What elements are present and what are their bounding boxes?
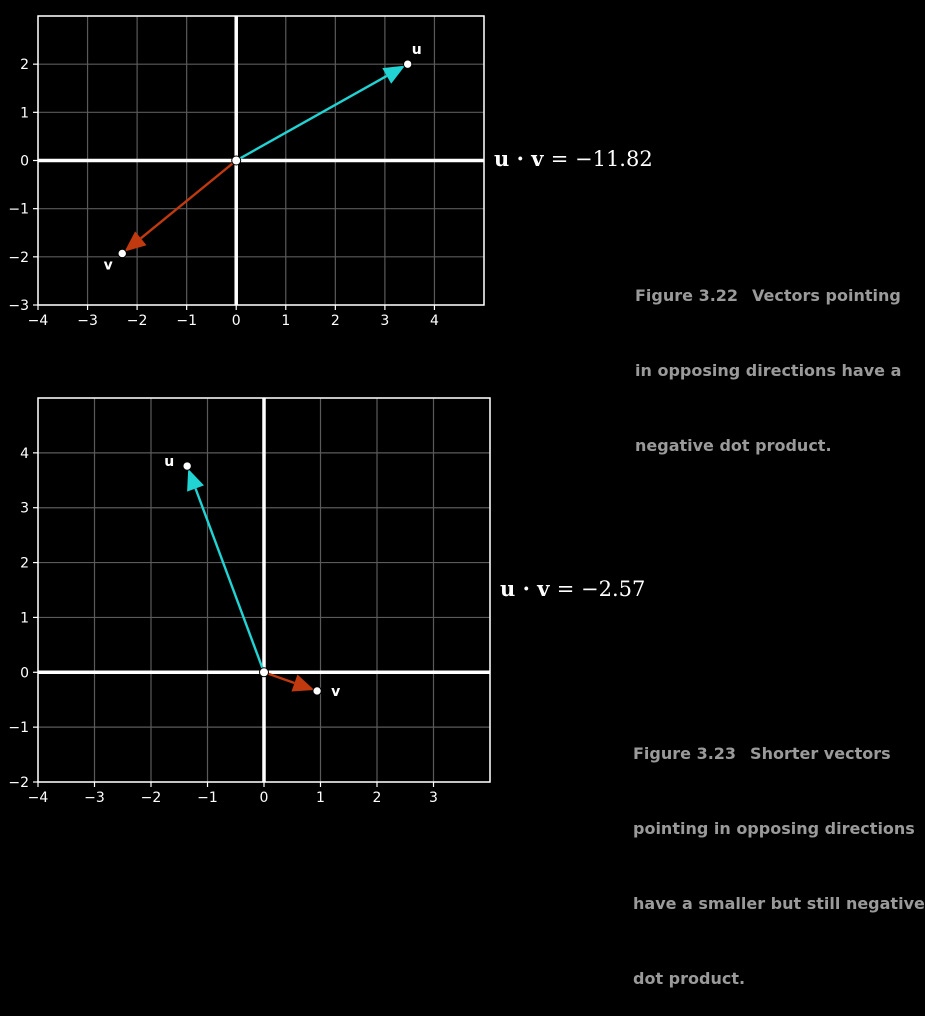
origin-point (259, 667, 269, 678)
x-tick-label: 2 (331, 313, 340, 329)
y-tick-label: −2 (8, 775, 29, 791)
caption-number: Figure 3.23 (633, 744, 737, 763)
y-tick-label: 1 (20, 105, 29, 121)
x-tick-label: 1 (281, 313, 290, 329)
y-tick-label: 0 (20, 154, 29, 170)
vector-v: v (104, 159, 237, 273)
equation-value: = −11.82 (551, 147, 653, 171)
vector-v-tip-point (117, 248, 127, 259)
equation-value: = −2.57 (557, 577, 646, 601)
x-tick-label: 2 (373, 790, 382, 806)
vector-u-shaft (235, 74, 388, 162)
caption-line: dot product. (633, 969, 746, 988)
vector-v-arrowhead (124, 231, 147, 252)
vector-u-shaft (194, 488, 266, 673)
y-tick-label: 2 (20, 556, 29, 572)
vector-u-arrowhead (382, 65, 406, 84)
caption-line: in opposing directions have a (635, 361, 902, 380)
vector-u: u (235, 42, 422, 162)
figure-3-22-caption: Figure 3.22 Vectors pointing in opposing … (635, 233, 901, 483)
y-tick-label: 3 (20, 501, 29, 517)
y-tick-label: −3 (8, 298, 29, 314)
origin-point (231, 155, 242, 166)
vector-v-arrowhead (291, 674, 315, 692)
x-tick-label: −2 (141, 790, 162, 806)
y-tick-label: 1 (20, 610, 29, 626)
caption-line: Shorter vectors (750, 744, 891, 763)
vector-v-tip-point (312, 686, 322, 696)
x-tick-label: −4 (28, 790, 49, 806)
x-tick-label: −3 (84, 790, 105, 806)
x-tick-label: 3 (429, 790, 438, 806)
vector-v-label: v (331, 684, 340, 700)
y-tick-label: −2 (8, 250, 29, 266)
equation-lhs: u · v (494, 146, 551, 171)
vector-u-label: u (164, 454, 174, 470)
dot-product-equation: u · v = −11.82 (494, 146, 653, 171)
x-tick-label: 4 (430, 313, 439, 329)
y-tick-label: −1 (8, 202, 29, 218)
dot-product-equation: u · v = −2.57 (500, 576, 645, 601)
x-tick-label: −3 (77, 313, 98, 329)
x-tick-label: 0 (232, 313, 241, 329)
caption-line: pointing in opposing directions (633, 819, 915, 838)
vector-plot-2: −4 −3 −2 −1 0 1 2 3 −2 −1 0 1 2 3 4 u v u · v = −2.57 (8, 397, 645, 806)
x-tick-label: −4 (28, 313, 49, 329)
x-tick-label: −2 (127, 313, 148, 329)
vector-u-arrowhead (187, 468, 204, 492)
x-tick-label: 3 (380, 313, 389, 329)
y-tick-label: 2 (20, 57, 29, 73)
x-tick-label: 0 (260, 790, 269, 806)
vector-v-shaft (263, 671, 295, 685)
x-tick-label: −1 (197, 790, 218, 806)
x-tick-label: −1 (176, 313, 197, 329)
caption-line: negative dot product. (635, 436, 832, 455)
vector-v-label: v (104, 257, 113, 273)
equation-lhs: u · v (500, 576, 557, 601)
y-tick-label: 4 (20, 446, 29, 462)
vector-v-shaft (140, 159, 237, 240)
x-tick-label: 1 (316, 790, 325, 806)
caption-line: have a smaller but still negative (633, 894, 925, 913)
y-tick-label: 0 (20, 665, 29, 681)
vector-v: v (263, 671, 340, 700)
figure-3-23-caption: Figure 3.23 Shorter vectors pointing in o… (633, 691, 925, 1016)
vector-u-tip-point (182, 461, 192, 471)
caption-line: Vectors pointing (752, 286, 901, 305)
vector-u-label: u (412, 42, 422, 58)
vector-u: u (164, 454, 266, 673)
caption-number: Figure 3.22 (635, 286, 739, 305)
vector-u-tip-point (402, 59, 413, 69)
y-tick-label: −1 (8, 720, 29, 736)
